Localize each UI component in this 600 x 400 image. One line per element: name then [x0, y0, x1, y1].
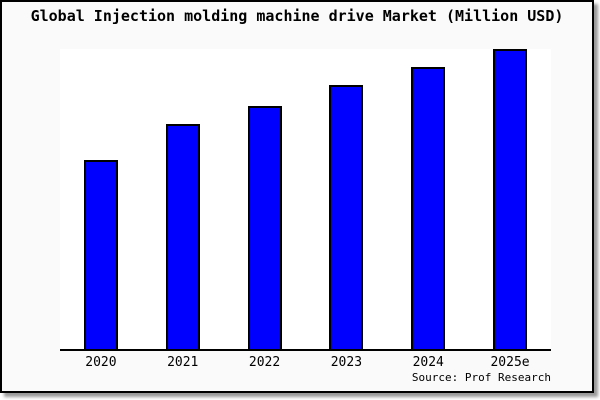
bar-2025e: [493, 49, 528, 349]
bar-slot-2020: [60, 49, 142, 349]
source-credit: Source: Prof Research: [411, 371, 551, 384]
x-tick-label-2022: 2022: [248, 355, 281, 370]
chart-frame: Global Injection molding machine drive M…: [0, 0, 594, 393]
bar-slot-2024: [387, 49, 469, 349]
bar-2024: [411, 67, 446, 349]
plot-area: [60, 49, 551, 351]
bar-2023: [329, 85, 364, 349]
x-tick-label-2023: 2023: [330, 355, 363, 370]
chart-title: Global Injection molding machine drive M…: [30, 7, 564, 25]
x-tick-label-2021: 2021: [167, 355, 199, 370]
bar-slot-2021: [142, 49, 224, 349]
bar-2020: [83, 160, 118, 349]
x-axis-tick-labels: 2020 2021 2022 2023 2024 2025e: [60, 355, 551, 370]
bar-slot-2022: [224, 49, 306, 349]
x-tick-label-2020: 2020: [85, 355, 117, 370]
x-tick-label-2024: 2024: [412, 355, 444, 370]
bar-2022: [247, 106, 282, 349]
bar-slot-2025e: [469, 49, 551, 349]
bar-slot-2023: [305, 49, 387, 349]
bar-2021: [165, 124, 200, 349]
x-tick-label-2025e: 2025e: [490, 355, 530, 370]
bars-container: [60, 49, 551, 349]
